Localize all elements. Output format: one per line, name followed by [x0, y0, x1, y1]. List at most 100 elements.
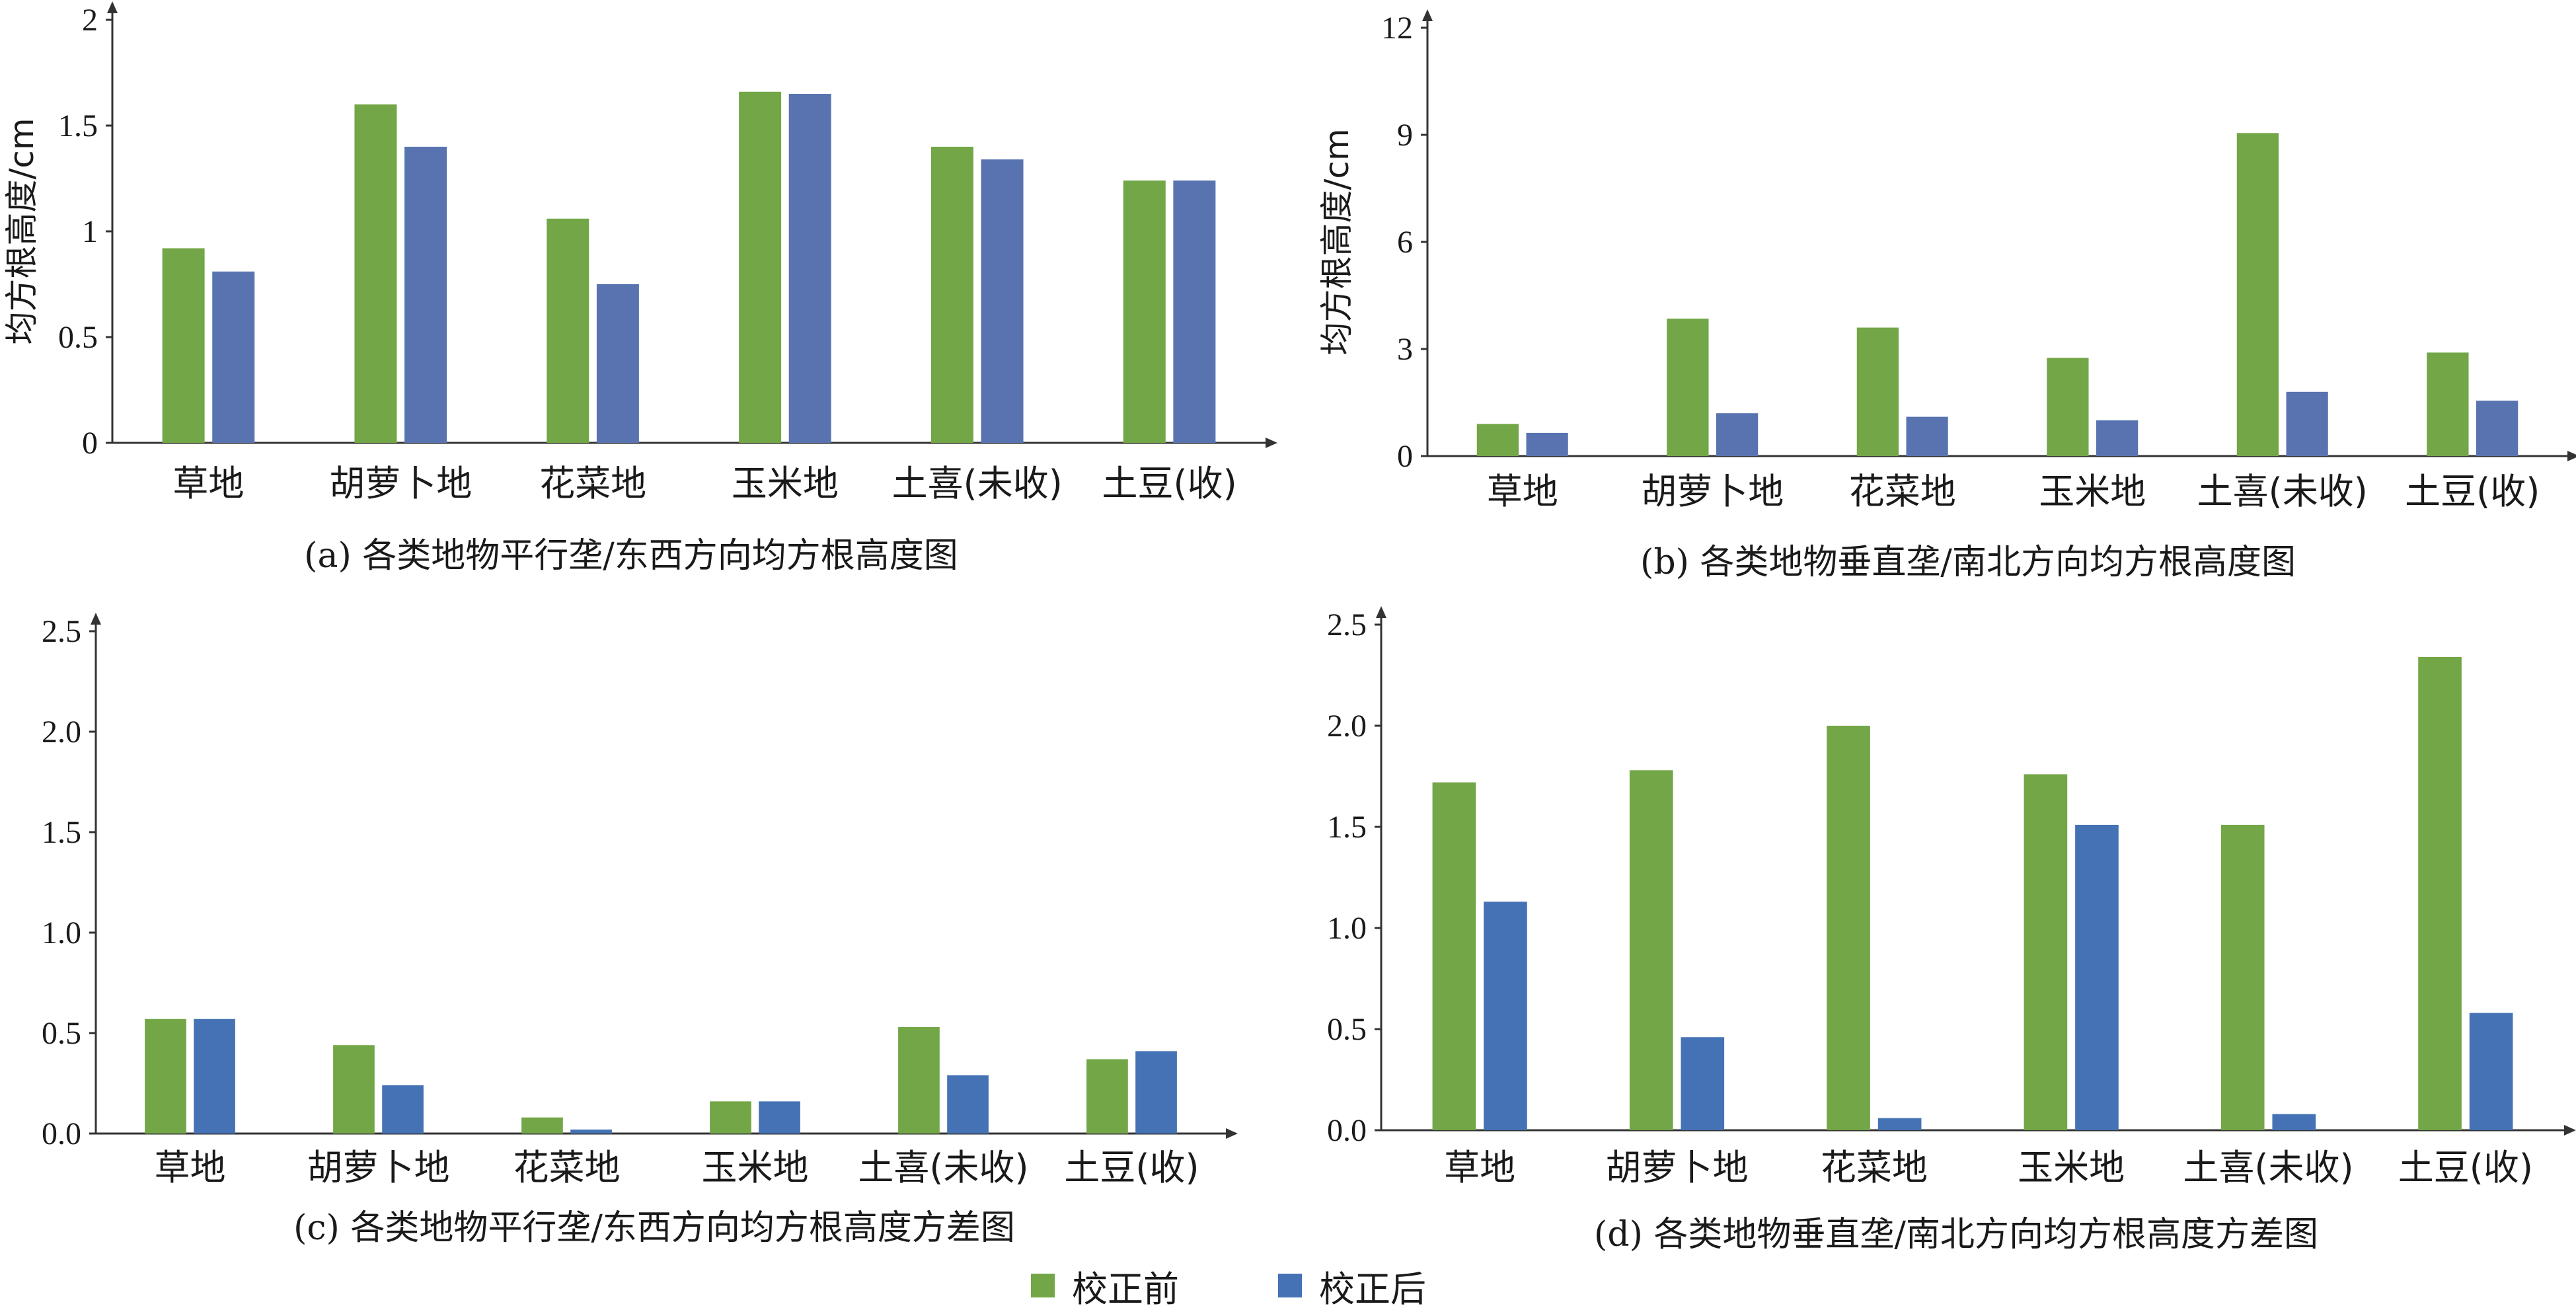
- bar-after-correction: [2075, 824, 2119, 1130]
- x-category-label: 玉米地: [702, 1147, 809, 1188]
- x-category-label: 草地: [1444, 1147, 1515, 1188]
- y-tick-label: 1.0: [1327, 911, 1367, 946]
- chart-panel-a: 0 0.5 1 1.5 2 均方根高度/cm 草地 胡萝卜地 花菜地 玉米地 土喜(未收) 土豆(收)…: [0, 0, 1289, 635]
- x-category-label: 土豆(收): [2405, 471, 2540, 512]
- bar-before-correction: [1476, 424, 1519, 456]
- bar-after-correction: [1484, 902, 1527, 1130]
- y-tick-label: 1.5: [1327, 810, 1367, 845]
- bar-before-correction: [521, 1117, 563, 1134]
- x-category-label: 土喜(未收): [858, 1147, 1028, 1188]
- bar-before-correction: [1667, 319, 1709, 456]
- x-category-label: 土喜(未收): [2197, 471, 2368, 512]
- bar-after-correction: [947, 1075, 989, 1134]
- chart-panel-d: 0.0 0.5 1.0 1.5 2.0 2.5 草地 胡萝卜地 花菜地 玉米地 土喜(未收) 土豆(收…: [1289, 595, 2576, 1256]
- bar-after-correction: [1135, 1051, 1177, 1134]
- bar-before-correction: [898, 1026, 940, 1134]
- bar-after-correction: [759, 1101, 800, 1134]
- legend-label-after: 校正后: [1319, 1268, 1426, 1310]
- bar-after-correction: [2096, 420, 2139, 456]
- bar-after-correction: [212, 271, 255, 443]
- x-category-label: 土喜(未收): [892, 463, 1063, 504]
- bar-before-correction: [1123, 180, 1166, 443]
- bar-before-correction: [333, 1045, 375, 1134]
- bar-before-correction: [2220, 824, 2265, 1130]
- y-axis-arrow-icon: [1376, 606, 1386, 618]
- y-tick-label: 0.0: [42, 1116, 81, 1151]
- y-axis-arrow-icon: [1422, 9, 1433, 21]
- bar-after-correction: [404, 147, 447, 443]
- bar-before-correction: [162, 248, 205, 443]
- y-tick-label: 0: [82, 426, 98, 461]
- y-tick-label: 3: [1397, 332, 1413, 367]
- bar-before-correction: [1086, 1059, 1128, 1134]
- y-tick-label: 0.0: [1327, 1113, 1367, 1148]
- bar-before-correction: [930, 147, 973, 443]
- bar-before-correction: [2236, 133, 2279, 457]
- bar-before-correction: [1629, 770, 1673, 1130]
- bar-before-correction: [739, 91, 782, 444]
- x-category-label: 胡萝卜地: [1641, 471, 1784, 512]
- x-category-label: 胡萝卜地: [329, 463, 472, 504]
- chart-a-plot: 0 0.5 1 1.5 2 均方根高度/cm 草地 胡萝卜地 花菜地 玉米地 土喜(未收) 土豆(收): [3, 1, 1277, 504]
- x-category-label: 花菜地: [513, 1147, 621, 1188]
- x-category-label: 土豆(收): [1064, 1147, 1199, 1188]
- bar-before-correction: [1827, 726, 1870, 1130]
- y-tick-label: 1.0: [42, 915, 81, 950]
- chart-b-plot: 0 3 6 9 12 均方根高度/cm 草地 胡萝卜地 花菜地 玉米地 土喜(未收) 土豆(收): [1318, 9, 2576, 512]
- y-tick-label: 9: [1397, 118, 1413, 153]
- bar-after-correction: [981, 159, 1024, 443]
- y-tick-label: 2.0: [42, 714, 81, 750]
- y-tick-label: 1.5: [58, 108, 98, 143]
- chart-d-caption: (d) 各类地物垂直垄/南北方向均方根高度方差图: [1594, 1215, 2318, 1254]
- x-category-label: 土豆(收): [2398, 1147, 2533, 1188]
- x-category-label: 草地: [155, 1147, 226, 1188]
- bar-before-correction: [2047, 358, 2089, 456]
- legend-item-after: 校正后: [1278, 1260, 1426, 1312]
- x-category-label: 胡萝卜地: [1606, 1147, 1749, 1188]
- chart-c-plot: 0.0 0.5 1.0 1.5 2.0 2.5 草地 胡萝卜地 花菜地 玉米地 土喜(未收) 土豆(收…: [42, 613, 1238, 1188]
- x-category-label: 玉米地: [2018, 1147, 2125, 1188]
- bar-before-correction: [710, 1101, 751, 1134]
- x-category-label: 土喜(未收): [2183, 1147, 2353, 1188]
- y-tick-label: 1.5: [42, 815, 81, 850]
- y-tick-label: 0.5: [1327, 1012, 1367, 1047]
- chart-c-caption: (c) 各类地物平行垄/东西方向均方根高度方差图: [293, 1208, 1015, 1248]
- bar-before-correction: [2024, 774, 2068, 1130]
- bar-after-correction: [1526, 432, 1568, 456]
- bar-after-correction: [1681, 1037, 1725, 1130]
- bar-before-correction: [1432, 782, 1476, 1130]
- legend-item-before: 校正前: [1031, 1260, 1179, 1312]
- y-axis-arrow-icon: [91, 613, 101, 625]
- x-category-label: 花菜地: [1849, 471, 1956, 512]
- bar-after-correction: [2286, 391, 2328, 456]
- bar-after-correction: [1877, 1118, 1922, 1130]
- legend-swatch-after: [1278, 1274, 1302, 1297]
- y-axis-label: 均方根高度/cm: [1318, 128, 1356, 355]
- y-tick-label: 0: [1397, 439, 1413, 474]
- x-category-label: 草地: [172, 463, 244, 504]
- bar-after-correction: [382, 1085, 424, 1134]
- bar-after-correction: [194, 1019, 235, 1134]
- y-tick-label: 2.0: [1327, 709, 1367, 744]
- bar-after-correction: [1173, 180, 1216, 443]
- chart-panel-c: 0.0 0.5 1.0 1.5 2.0 2.5 草地 胡萝卜地 花菜地 玉米地 土喜(未收) 土豆(收…: [0, 595, 1289, 1256]
- y-tick-label: 0.5: [58, 320, 98, 355]
- legend-swatch-before: [1031, 1274, 1055, 1297]
- bar-after-correction: [2272, 1114, 2316, 1130]
- y-tick-label: 2.5: [1327, 607, 1367, 642]
- y-tick-label: 12: [1381, 11, 1413, 46]
- x-axis-arrow-icon: [2564, 1125, 2576, 1136]
- bar-before-correction: [1856, 327, 1899, 456]
- y-tick-label: 2: [82, 3, 98, 38]
- x-category-label: 土豆(收): [1102, 463, 1237, 504]
- chart-legend: 校正前 校正后: [1031, 1260, 1525, 1312]
- bar-after-correction: [1716, 413, 1759, 456]
- bar-after-correction: [2476, 401, 2519, 456]
- y-tick-label: 2.5: [42, 614, 81, 649]
- x-category-label: 胡萝卜地: [307, 1147, 450, 1188]
- x-axis-arrow-icon: [1226, 1128, 1238, 1139]
- bar-after-correction: [2469, 1013, 2513, 1130]
- y-axis-arrow-icon: [107, 1, 118, 13]
- legend-label-before: 校正前: [1072, 1268, 1179, 1310]
- bar-after-correction: [570, 1129, 612, 1134]
